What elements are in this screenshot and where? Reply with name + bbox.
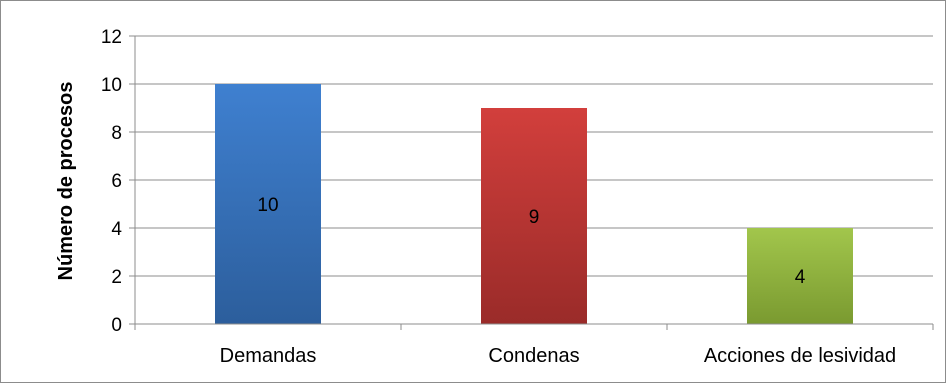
data-label: 9 (529, 207, 540, 228)
data-label: 4 (795, 267, 806, 288)
axes (129, 35, 934, 330)
y-tick-label: 0 (111, 315, 122, 336)
x-tick-label: Demandas (220, 345, 317, 367)
y-tick-label: 6 (111, 171, 122, 192)
y-tick-label: 10 (101, 75, 122, 96)
y-tick-label: 2 (111, 267, 122, 288)
y-axis-label: Número de procesos (55, 82, 77, 281)
x-tick-label: Condenas (488, 345, 579, 367)
data-label: 10 (257, 195, 278, 216)
y-tick-label: 4 (111, 219, 122, 240)
bar-demandas (215, 84, 321, 324)
bar-condenas (481, 108, 587, 324)
bars (215, 84, 853, 324)
y-tick-label: 12 (101, 27, 122, 48)
x-tick-label: Acciones de lesividad (704, 345, 896, 367)
y-tick-label: 8 (111, 123, 122, 144)
bar-acciones-de-lesividad (747, 228, 853, 324)
labels: 0 2 4 6 8 10 12 10 Demandas 9 Condenas 4 Acciones de… (101, 27, 896, 367)
